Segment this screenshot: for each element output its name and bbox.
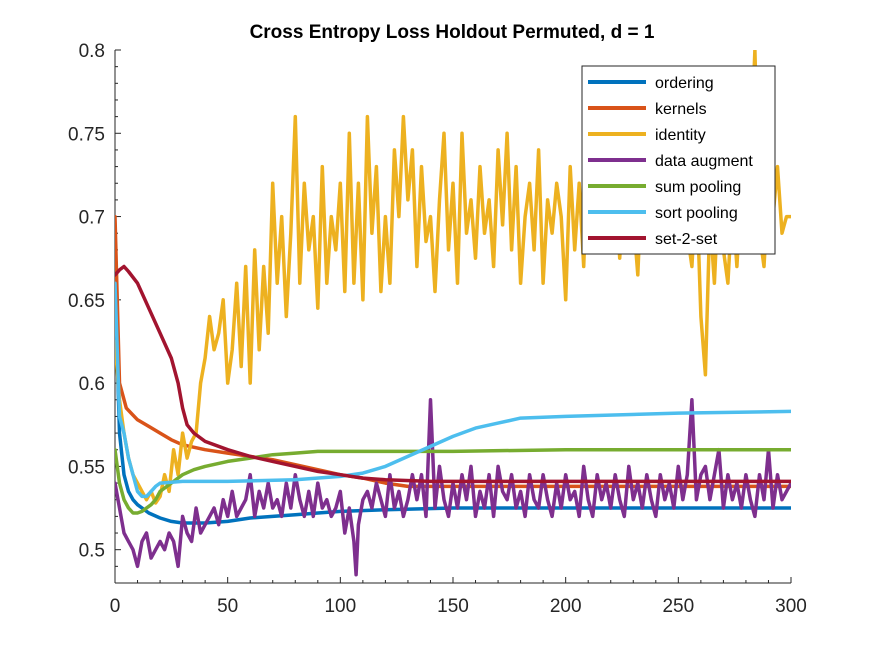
y-tick-label: 0.7 bbox=[79, 208, 105, 229]
series-line-sum-pooling bbox=[115, 447, 791, 515]
y-tick-label: 0.6 bbox=[79, 374, 105, 395]
legend-label: data augment bbox=[655, 153, 753, 170]
legend-label: set-2-set bbox=[655, 231, 718, 248]
x-tick-label: 150 bbox=[437, 596, 469, 617]
series-line-data-augment bbox=[115, 398, 791, 577]
legend-label: ordering bbox=[655, 75, 714, 92]
x-tick-label: 0 bbox=[110, 596, 121, 617]
legend-label: sort pooling bbox=[655, 205, 738, 222]
chart-title: Cross Entropy Loss Holdout Permuted, d =… bbox=[250, 22, 655, 43]
y-tick-label: 0.5 bbox=[79, 541, 105, 562]
axes: 0 50 100 150 200 250 300 0.5 0.55 0.6 0.65 0.7 0.75 0… bbox=[68, 41, 807, 617]
y-tick-label: 0.75 bbox=[68, 124, 105, 145]
legend-label: sum pooling bbox=[655, 179, 741, 196]
y-tick-label: 0.55 bbox=[68, 457, 105, 478]
series-line-sort-pooling bbox=[115, 281, 791, 499]
legend-label: kernels bbox=[655, 101, 707, 118]
y-tick-label: 0.8 bbox=[79, 41, 105, 62]
y-tick-label: 0.65 bbox=[68, 291, 105, 312]
x-tick-label: 250 bbox=[662, 596, 694, 617]
x-tick-label: 200 bbox=[550, 596, 582, 617]
x-tick-label: 100 bbox=[324, 596, 356, 617]
series-line-set-2-set bbox=[115, 264, 791, 484]
x-tick-label: 300 bbox=[775, 596, 807, 617]
legend: ordering kernels identity data augment sum p… bbox=[581, 65, 776, 255]
legend-label: identity bbox=[655, 127, 706, 144]
x-tick-label: 50 bbox=[217, 596, 238, 617]
